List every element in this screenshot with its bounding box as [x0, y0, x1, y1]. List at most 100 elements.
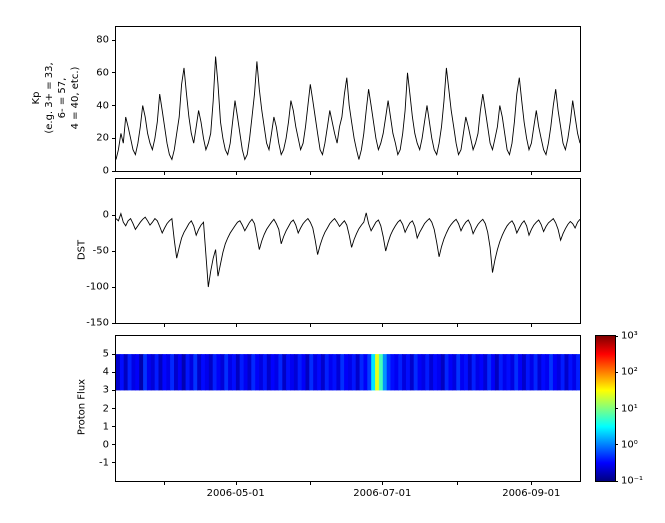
colorbar-tick-label: 10⁰ [621, 439, 638, 451]
y-tick-label: 5 [102, 348, 109, 360]
flux-column [409, 354, 415, 391]
flux-column [444, 354, 450, 391]
flux-column [123, 354, 129, 391]
kp-index-series [116, 56, 580, 161]
x-tick [457, 481, 459, 485]
kp-line-chart [116, 56, 580, 161]
flux-column [247, 354, 253, 391]
flux-column [232, 354, 237, 391]
x-tick [235, 171, 237, 175]
flux-column [286, 354, 291, 391]
colorbar: 10³ 10² 10¹ 10⁰ 10⁻¹ [595, 331, 643, 487]
flux-column [386, 354, 392, 391]
flux-column [185, 354, 191, 391]
flux-column [429, 354, 434, 391]
flux-column [270, 354, 276, 391]
flux-column [340, 354, 345, 391]
flux-column [541, 354, 546, 391]
y-tick-label: 40 [96, 100, 109, 112]
flux-column [506, 354, 512, 391]
flux-column [290, 354, 295, 391]
flux-column [201, 354, 206, 391]
flux-column [533, 354, 539, 391]
kp-axis-label-line: (e.g. 3+ = 33, [44, 62, 55, 134]
y-tick-label: 60 [96, 67, 109, 79]
colorbar-tick-label: 10¹ [621, 403, 638, 414]
flux-column [572, 354, 577, 391]
flux-column [560, 354, 566, 391]
x-tick [457, 323, 459, 327]
flux-column [328, 354, 334, 391]
flux-column [390, 354, 396, 391]
flux-column [274, 354, 280, 391]
x-tick [163, 171, 165, 175]
flux-column [348, 354, 353, 391]
x-tick [235, 481, 237, 485]
x-tick [531, 481, 533, 485]
flux-column [529, 354, 535, 391]
flux-column [278, 354, 283, 391]
flux-column [344, 354, 349, 391]
flux-column [239, 354, 245, 391]
kp-axis-label-line: 4 = 40, etc.) [70, 66, 81, 130]
flux-column [460, 354, 465, 391]
flux-column [514, 354, 519, 391]
flux-column [135, 354, 140, 391]
flux-column [282, 354, 287, 391]
flux-column [235, 354, 241, 391]
y-tick-label: 1 [102, 421, 109, 433]
flux-column [402, 354, 407, 391]
flux-column [309, 354, 314, 391]
y-tick-label: -100 [86, 281, 109, 293]
flux-column [518, 354, 523, 391]
flux-column [259, 354, 264, 391]
flux-column [394, 354, 399, 391]
flux-column [127, 354, 133, 391]
flux-column [177, 354, 183, 391]
flux-column [363, 354, 369, 391]
y-tick [112, 444, 116, 446]
flux-column [425, 354, 430, 391]
flux-column [359, 354, 365, 391]
y-tick [112, 408, 116, 409]
flux-column [456, 354, 461, 391]
flux-column [332, 354, 338, 391]
kp-axis-label-line: 6- = 57, [57, 77, 68, 119]
flux-column [224, 354, 229, 391]
flux-column [371, 354, 376, 391]
y-tick-label: -150 [86, 317, 109, 329]
flux-column [162, 354, 167, 391]
flux-column [436, 354, 442, 391]
colorbar-tick-label: 10² [621, 366, 638, 378]
x-tick [310, 481, 312, 485]
y-tick [112, 286, 116, 288]
flux-column [251, 354, 256, 391]
kp-axis-label: Kp (e.g. 3+ = 33, 6- = 57, 4 = 40, etc.) [30, 62, 82, 133]
x-tick [310, 171, 312, 175]
flux-column [212, 354, 218, 391]
flux-column [297, 354, 303, 391]
flux-column [413, 354, 419, 391]
y-tick-label: 20 [96, 132, 109, 144]
flux-column [266, 354, 272, 391]
flux-column [502, 354, 508, 391]
flux-column [525, 354, 531, 391]
flux-column [367, 354, 372, 391]
y-tick-label: 80 [96, 34, 109, 46]
flux-column [382, 354, 388, 391]
flux-column [170, 354, 175, 391]
flux-column [467, 354, 473, 391]
flux-column [305, 354, 311, 391]
y-tick [112, 39, 116, 41]
flux-column [119, 354, 125, 391]
x-tick [531, 171, 533, 175]
y-tick [112, 137, 116, 139]
flux-column [351, 354, 357, 391]
y-tick [112, 353, 116, 355]
colorbar-tick [615, 335, 618, 337]
flux-column [576, 354, 580, 391]
flux-column [154, 354, 160, 391]
y-tick-label: 2 [102, 403, 109, 414]
y-tick [112, 322, 116, 324]
